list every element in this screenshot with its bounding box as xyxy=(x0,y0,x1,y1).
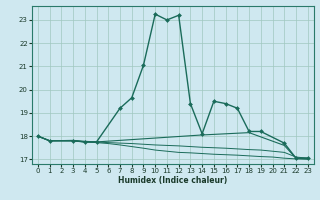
X-axis label: Humidex (Indice chaleur): Humidex (Indice chaleur) xyxy=(118,176,228,185)
